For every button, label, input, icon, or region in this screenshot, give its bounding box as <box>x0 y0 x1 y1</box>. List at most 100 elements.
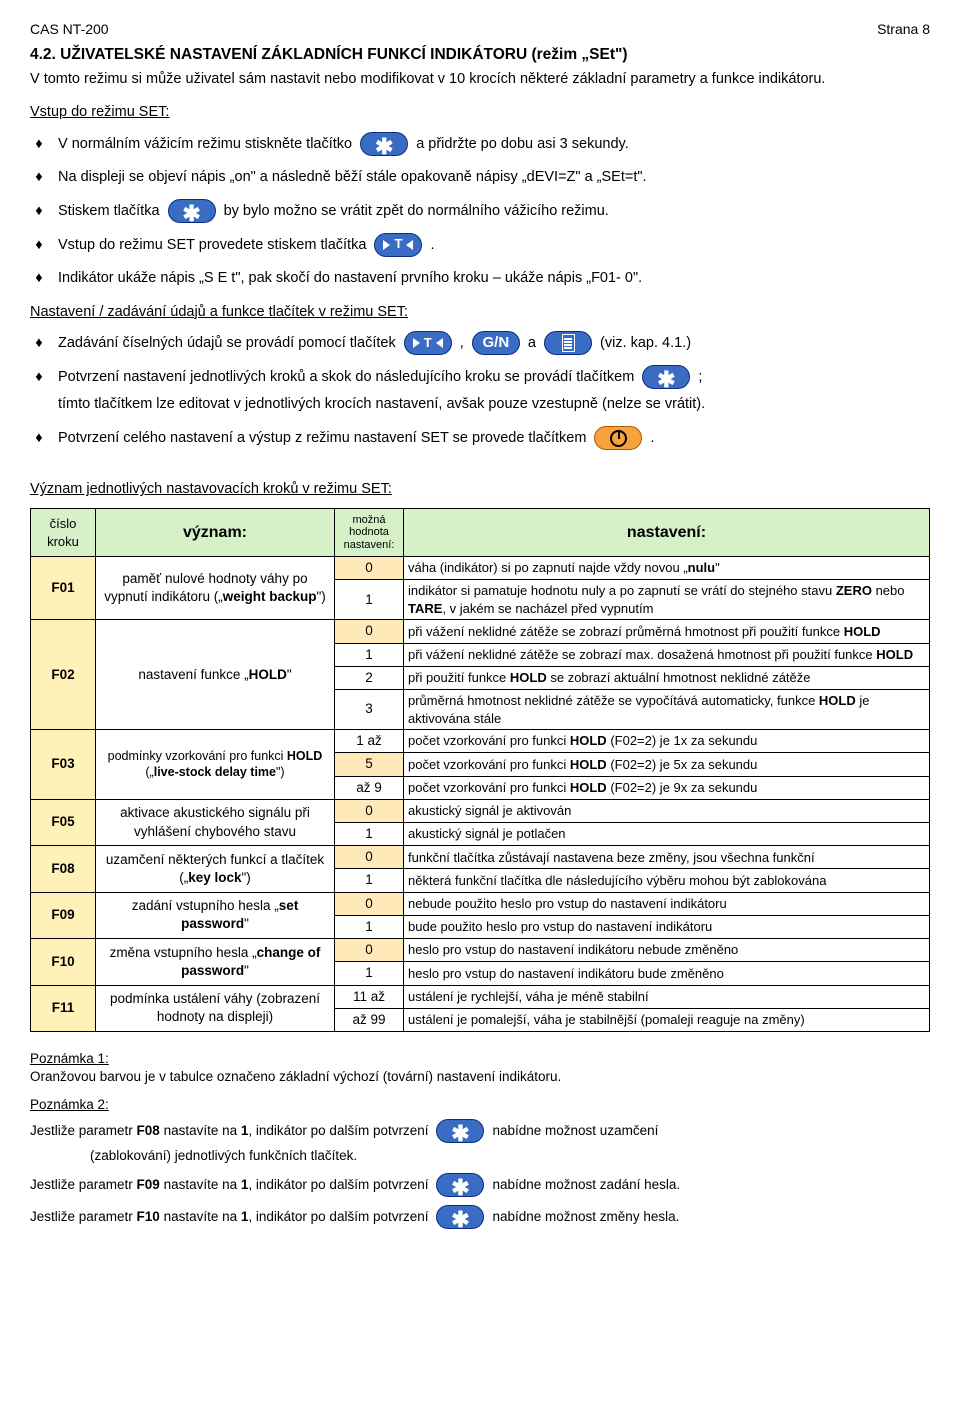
step-value: 3 <box>335 690 404 730</box>
col-header: význam: <box>96 508 335 556</box>
list-item: ♦V normálním vážicím režimu stiskněte tl… <box>34 131 930 159</box>
asterisk-button-icon: ✱ <box>436 1119 484 1143</box>
bullet-list-1: ♦V normálním vážicím režimu stiskněte tl… <box>30 131 930 293</box>
col-header: nastavení: <box>404 508 930 556</box>
list-item: ♦Zadávání číselných údajů se provádí pom… <box>34 330 930 358</box>
step-value: 1 <box>335 580 404 620</box>
step-value: 0 <box>335 892 404 915</box>
step-value: 2 <box>335 666 404 689</box>
step-value: 1 <box>335 869 404 892</box>
step-desc: počet vzorkování pro funkci HOLD (F02=2)… <box>404 776 930 799</box>
footnote-row: Jestliže parametr F09 nastavíte na 1, in… <box>30 1173 930 1197</box>
step-value: 11 až <box>335 985 404 1008</box>
t-button-icon: T <box>404 331 452 355</box>
page-header: CAS NT-200 Strana 8 <box>30 20 930 39</box>
step-desc: heslo pro vstup do nastavení indikátoru … <box>404 939 930 962</box>
footnote-row: Jestliže parametr F08 nastavíte na 1, in… <box>30 1119 930 1143</box>
step-value: až 9 <box>335 776 404 799</box>
step-code: F09 <box>31 892 96 938</box>
footnotes: Poznámka 1: Oranžovou barvou je v tabulc… <box>30 1050 930 1229</box>
step-code: F02 <box>31 620 96 730</box>
step-desc: akustický signál je potlačen <box>404 823 930 846</box>
bullet-list-2: ♦Zadávání číselných údajů se provádí pom… <box>30 330 930 452</box>
step-desc: některá funkční tlačítka dle následující… <box>404 869 930 892</box>
doc-button-icon <box>544 331 592 355</box>
step-code: F08 <box>31 846 96 892</box>
asterisk-button-icon: ✱ <box>436 1173 484 1197</box>
step-desc: při vážení neklidné zátěže se zobrazí pr… <box>404 620 930 643</box>
step-value: 0 <box>335 620 404 643</box>
header-left: CAS NT-200 <box>30 20 109 39</box>
list-item: ♦Stiskem tlačítka ✱ by bylo možno se vrá… <box>34 198 930 226</box>
step-code: F01 <box>31 557 96 620</box>
asterisk-button-icon: ✱ <box>436 1205 484 1229</box>
footnote-row: Jestliže parametr F10 nastavíte na 1, in… <box>30 1205 930 1229</box>
step-desc: při použití funkce HOLD se zobrazí aktuá… <box>404 666 930 689</box>
table-row: F01paměť nulové hodnoty váhy po vypnutí … <box>31 557 930 580</box>
step-desc: bude použito heslo pro vstup do nastaven… <box>404 915 930 938</box>
list-item: ♦Indikátor ukáže nápis „S E t", pak skoč… <box>34 265 930 293</box>
subheading-entry: Vstup do režimu SET: <box>30 103 930 123</box>
section-title: 4.2. UŽIVATELSKÉ NASTAVENÍ ZÁKLADNÍCH FU… <box>30 45 930 66</box>
step-value: 1 <box>335 915 404 938</box>
step-desc: funkční tlačítka zůstávají nastavena bez… <box>404 846 930 869</box>
t-button-icon: T <box>374 233 422 257</box>
list-item: ♦Vstup do režimu SET provedete stiskem t… <box>34 232 930 260</box>
list-item: ♦Potvrzení celého nastavení a výstup z r… <box>34 425 930 453</box>
step-value: 0 <box>335 846 404 869</box>
footnote-title: Poznámka 1: <box>30 1050 930 1068</box>
step-value: 0 <box>335 939 404 962</box>
step-code: F10 <box>31 939 96 985</box>
step-desc: nebude použito heslo pro vstup do nastav… <box>404 892 930 915</box>
step-meaning: nastavení funkce „HOLD" <box>96 620 335 730</box>
step-desc: indikátor si pamatuje hodnotu nuly a po … <box>404 580 930 620</box>
table-row: F09zadání vstupního hesla „set password"… <box>31 892 930 915</box>
step-value: 0 <box>335 557 404 580</box>
step-meaning: aktivace akustického signálu při vyhláše… <box>96 799 335 845</box>
step-meaning: zadání vstupního hesla „set password" <box>96 892 335 938</box>
asterisk-button-icon: ✱ <box>642 365 690 389</box>
footnote-text: Oranžovou barvou je v tabulce označeno z… <box>30 1068 930 1086</box>
step-value: 1 až <box>335 730 404 753</box>
footnote-title: Poznámka 2: <box>30 1096 930 1114</box>
step-code: F05 <box>31 799 96 845</box>
step-code: F11 <box>31 985 96 1031</box>
step-value: až 99 <box>335 1008 404 1031</box>
step-value: 1 <box>335 643 404 666</box>
table-row: F05aktivace akustického signálu při vyhl… <box>31 799 930 822</box>
table-row: F03podmínky vzorkování pro funkci HOLD (… <box>31 730 930 753</box>
step-value: 0 <box>335 799 404 822</box>
asterisk-button-icon: ✱ <box>360 132 408 156</box>
step-desc: heslo pro vstup do nastavení indikátoru … <box>404 962 930 985</box>
step-desc: ustálení je rychlejší, váha je méně stab… <box>404 985 930 1008</box>
step-desc: počet vzorkování pro funkci HOLD (F02=2)… <box>404 753 930 776</box>
asterisk-button-icon: ✱ <box>168 199 216 223</box>
table-row: F11podmínka ustálení váhy (zobrazení hod… <box>31 985 930 1008</box>
step-desc: počet vzorkování pro funkci HOLD (F02=2)… <box>404 730 930 753</box>
gn-button-icon: G/N <box>472 331 520 355</box>
table-row: F10změna vstupního hesla „change of pass… <box>31 939 930 962</box>
list-item: ♦Potvrzení nastavení jednotlivých kroků … <box>34 364 930 419</box>
step-meaning: paměť nulové hodnoty váhy po vypnutí ind… <box>96 557 335 620</box>
step-desc: průměrná hmotnost neklidné zátěže se vyp… <box>404 690 930 730</box>
table-row: F08uzamčení některých funkcí a tlačítek … <box>31 846 930 869</box>
step-meaning: uzamčení některých funkcí a tlačítek („k… <box>96 846 335 892</box>
step-value: 1 <box>335 962 404 985</box>
subheading-settings: Nastavení / zadávání údajů a funkce tlač… <box>30 303 930 323</box>
step-desc: váha (indikátor) si po zapnutí najde vžd… <box>404 557 930 580</box>
header-right: Strana 8 <box>877 20 930 39</box>
subheading-meaning: Význam jednotlivých nastavovacích kroků … <box>30 480 930 500</box>
step-desc: akustický signál je aktivován <box>404 799 930 822</box>
step-desc: při vážení neklidné zátěže se zobrazí ma… <box>404 643 930 666</box>
list-item: ♦Na displeji se objeví nápis „on" a násl… <box>34 164 930 192</box>
settings-table: číslo kroku význam: možná hodnota nastav… <box>30 508 930 1032</box>
table-row: F02nastavení funkce „HOLD"0při vážení ne… <box>31 620 930 643</box>
col-header: možná hodnota nastavení: <box>335 508 404 556</box>
footnote-text: (zablokování) jednotlivých funkčních tla… <box>90 1147 930 1165</box>
step-meaning: podmínka ustálení váhy (zobrazení hodnot… <box>96 985 335 1031</box>
step-code: F03 <box>31 730 96 800</box>
intro-text: V tomto režimu si může uživatel sám nast… <box>30 70 930 90</box>
step-meaning: podmínky vzorkování pro funkci HOLD („li… <box>96 730 335 800</box>
col-header: číslo kroku <box>31 508 96 556</box>
step-value: 5 <box>335 753 404 776</box>
